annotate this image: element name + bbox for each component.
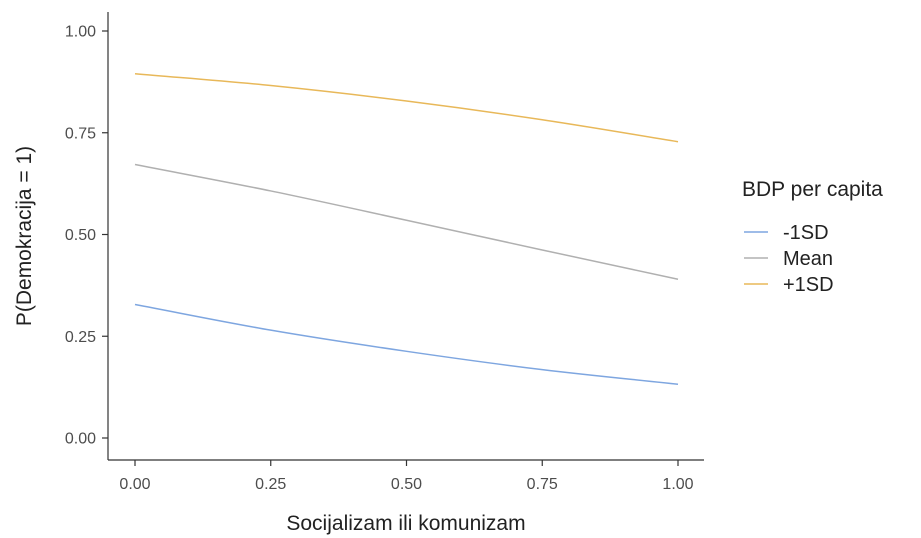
y-tick-label: 0.75 [65,125,96,142]
series-line-1sd [134,303,679,386]
legend-label-1sd: +1SD [783,274,834,296]
legend-label-mean: Mean [783,248,833,270]
legend-title: BDP per capita [742,178,883,201]
legend: BDP per capita -1SD Mean +1SD [742,178,883,296]
y-ticks: 0.00 0.25 0.50 0.75 1.00 [65,24,108,448]
x-tick-label: 0.00 [119,476,150,493]
x-ticks: 0.00 0.25 0.50 0.75 1.00 [119,460,694,493]
legend-items: -1SD Mean +1SD [744,222,834,296]
series-line-mean [134,163,679,281]
legend-label-1sd: -1SD [783,222,829,244]
y-tick-label: 0.50 [65,227,96,244]
x-tick-label: 0.75 [527,476,558,493]
y-axis-title: P(Demokracija = 1) [13,146,36,326]
y-tick-label: 0.00 [65,431,96,448]
series-lines [134,72,679,386]
y-tick-label: 1.00 [65,24,96,41]
x-axis-title: Socijalizam ili komunizam [286,512,525,535]
x-tick-label: 0.25 [255,476,286,493]
y-tick-label: 0.25 [65,329,96,346]
x-tick-label: 0.50 [391,476,422,493]
x-tick-label: 1.00 [662,476,693,493]
series-line-1sd [134,72,679,143]
